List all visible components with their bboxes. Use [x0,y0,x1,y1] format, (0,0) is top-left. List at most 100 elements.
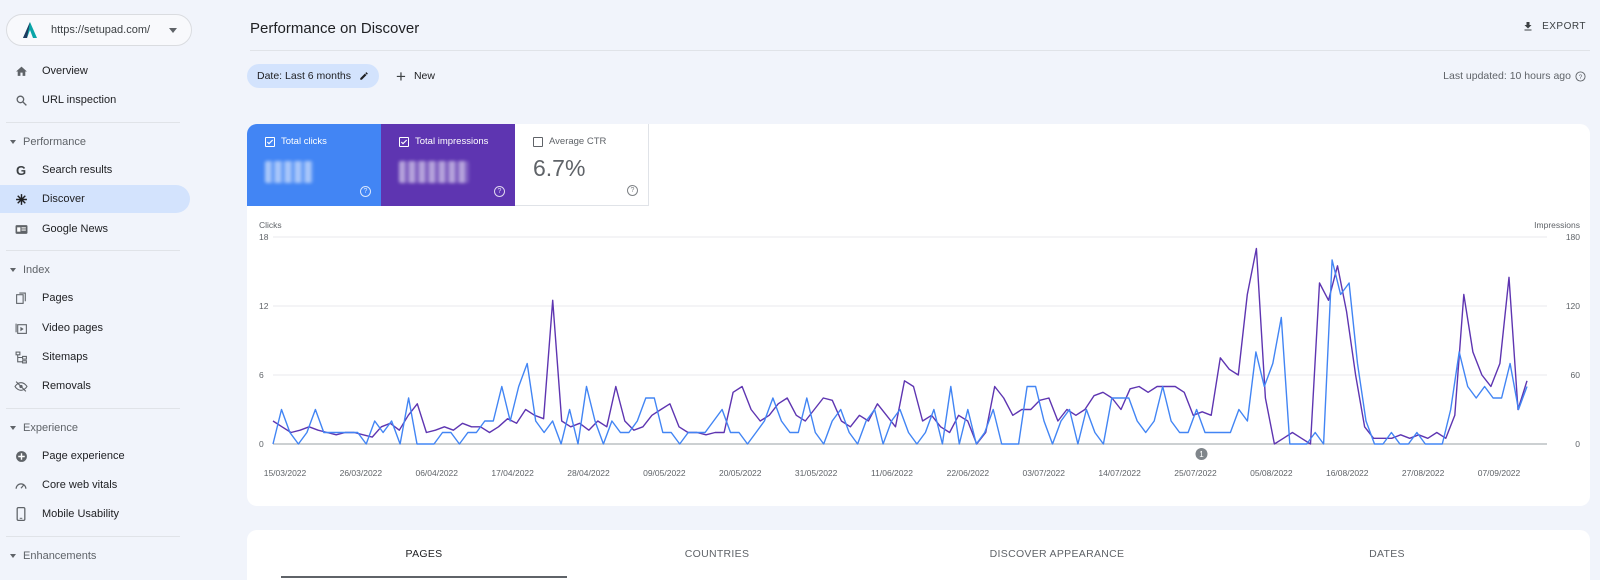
y-tick-left: 12 [259,301,269,311]
section-label: Index [23,264,50,276]
tab-countries[interactable]: COUNTRIES [684,548,750,560]
tab-discover-appearance[interactable]: DISCOVER APPEARANCE [989,548,1125,560]
y-tick-left: 18 [259,232,269,242]
sitemap-icon [14,350,28,364]
sidebar-item-label: Google News [42,223,109,235]
section-index[interactable]: Index [0,264,180,276]
y-tick-left: 0 [259,439,264,449]
sidebar-item-google-news[interactable]: Google News [0,215,190,243]
y-axis-left-label: Clicks [259,220,282,230]
metric-label: Total clicks [281,136,327,147]
last-updated: Last updated: 10 hours ago ? [1443,70,1586,82]
sidebar: https://setupad.com/ Overview URL inspec… [0,0,198,580]
x-tick-label: 09/05/2022 [643,468,686,478]
eye-off-icon [14,379,28,393]
sidebar-item-label: Overview [42,65,88,77]
x-tick-label: 22/06/2022 [947,468,990,478]
section-enhancements[interactable]: Enhancements [0,550,180,562]
sidebar-item-overview[interactable]: Overview [0,57,190,85]
series-line-impressions [272,247,1528,445]
performance-line-chart: Clicks Impressions 18 180 12 120 6 60 0 0 15/03… [259,220,1581,478]
sidebar-item-url-inspection[interactable]: URL inspection [0,86,190,114]
sidebar-item-search-results[interactable]: G Search results [0,156,190,184]
sidebar-item-pages[interactable]: Pages [0,284,190,312]
help-icon[interactable]: ? [627,185,638,196]
plus-circle-icon [14,449,28,463]
phone-icon [14,507,28,521]
section-label: Experience [23,422,79,434]
setupad-logo-icon [23,22,37,38]
sidebar-item-label: Discover [42,193,85,205]
y-tick-right: 0 [1575,439,1580,449]
section-experience[interactable]: Experience [0,422,180,434]
dimension-tabs: PAGES COUNTRIES DISCOVER APPEARANCE DATE… [247,530,1590,580]
sidebar-item-core-web-vitals[interactable]: Core web vitals [0,471,190,499]
google-g-icon: G [15,162,27,178]
chevron-down-icon[interactable] [169,27,177,33]
collapse-icon [10,140,16,144]
property-url: https://setupad.com/ [51,24,151,36]
tab-pages[interactable]: PAGES [405,548,443,560]
date-filter-label: Date: Last 6 months [257,70,351,82]
divider [6,122,180,123]
checkbox-checked-icon[interactable] [399,136,409,147]
pencil-icon [360,72,368,80]
new-filter-button[interactable]: + New [396,64,435,88]
date-filter-chip[interactable]: Date: Last 6 months [247,64,379,88]
new-filter-label: New [413,70,435,82]
video-icon [14,321,28,335]
x-tick-label: 26/03/2022 [340,468,383,478]
x-tick-label: 16/08/2022 [1326,468,1369,478]
export-label: EXPORT [1542,21,1586,32]
sidebar-item-label: Removals [42,380,91,392]
sidebar-item-label: Search results [42,164,113,176]
last-updated-text: Last updated: 10 hours ago [1443,70,1571,82]
divider [6,408,180,409]
metric-total-impressions[interactable]: Total impressions ? [381,124,515,206]
export-button[interactable]: EXPORT [1522,20,1586,33]
sidebar-item-discover[interactable]: Discover [0,185,190,213]
collapse-icon [10,554,16,558]
y-tick-left: 6 [259,370,264,380]
sidebar-item-sitemaps[interactable]: Sitemaps [0,343,190,371]
sidebar-item-label: URL inspection [42,94,117,106]
y-tick-right: 120 [1566,301,1580,311]
series-line-clicks [272,259,1528,445]
checkbox-unchecked-icon[interactable] [533,136,543,147]
sidebar-item-video-pages[interactable]: Video pages [0,314,190,342]
x-tick-label: 05/08/2022 [1250,468,1293,478]
x-tick-label: 31/05/2022 [795,468,838,478]
checkbox-checked-icon[interactable] [265,136,275,147]
sidebar-item-mobile-usability[interactable]: Mobile Usability [0,500,190,528]
x-tick-label: 27/08/2022 [1402,468,1445,478]
active-tab-indicator [281,576,567,578]
metric-value: 6.7% [533,155,586,181]
x-tick-label: 06/04/2022 [415,468,458,478]
sidebar-item-label: Sitemaps [42,351,88,363]
pages-icon [14,291,28,305]
tab-dates[interactable]: DATES [1369,548,1405,560]
gauge-icon [14,478,28,492]
news-icon [14,222,28,236]
metric-label: Average CTR [549,136,607,147]
metric-value-blurred [265,161,313,183]
section-performance[interactable]: Performance [0,136,180,148]
performance-chart-card: Total clicks ? Total impressions ? Avera… [247,124,1590,506]
metric-average-ctr[interactable]: Average CTR 6.7% ? [515,124,649,206]
svg-text:?: ? [1579,73,1583,80]
property-selector[interactable]: https://setupad.com/ [6,14,192,46]
sidebar-item-label: Mobile Usability [42,508,120,520]
sidebar-item-removals[interactable]: Removals [0,372,190,400]
help-icon[interactable]: ? [494,186,505,197]
metric-total-clicks[interactable]: Total clicks ? [247,124,381,206]
y-tick-right: 60 [1571,370,1581,380]
divider [6,250,180,251]
sidebar-item-page-experience[interactable]: Page experience [0,442,190,470]
collapse-icon [10,268,16,272]
x-tick-label: 20/05/2022 [719,468,762,478]
sidebar-item-label: Page experience [42,450,125,462]
help-icon[interactable]: ? [1575,70,1586,82]
metric-value-blurred [399,161,469,183]
section-label: Enhancements [23,550,97,562]
help-icon[interactable]: ? [360,186,371,197]
